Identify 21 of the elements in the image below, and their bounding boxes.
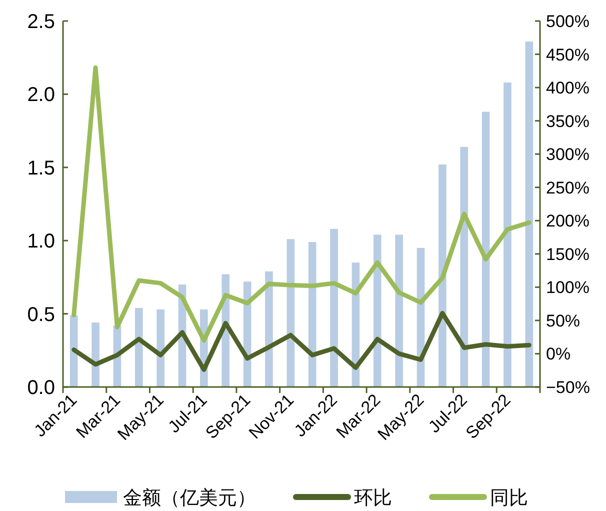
y2-tick-label: 300% (546, 145, 590, 164)
y2-tick-label: 100% (546, 278, 590, 298)
y-tick-label: 2.5 (27, 11, 55, 33)
y-tick-label: 2.0 (27, 84, 55, 106)
y2-tick-label: 450% (546, 45, 590, 64)
y2-tick-label: −50% (546, 378, 590, 397)
y2-tick-label: 250% (546, 178, 590, 198)
y-tick-label: 0.5 (27, 304, 55, 326)
y2-tick-label: 500% (546, 12, 590, 31)
y-tick-label: 1.5 (27, 157, 55, 180)
y2-tick-label: 150% (546, 244, 590, 264)
y2-tick-label: 0% (546, 344, 571, 364)
y2-tick-label: 350% (546, 112, 590, 131)
legend-label: 同比 (490, 488, 528, 509)
y2-tick-label: 50% (546, 311, 580, 330)
legend-label: 金额（亿美元） (123, 487, 256, 509)
y2-tick-label: 200% (546, 212, 590, 231)
y2-tick-label: 400% (546, 78, 590, 98)
legend-label: 环比 (354, 488, 392, 509)
y-tick-label: 0.0 (27, 377, 55, 399)
y-tick-label: 1.0 (27, 230, 55, 253)
